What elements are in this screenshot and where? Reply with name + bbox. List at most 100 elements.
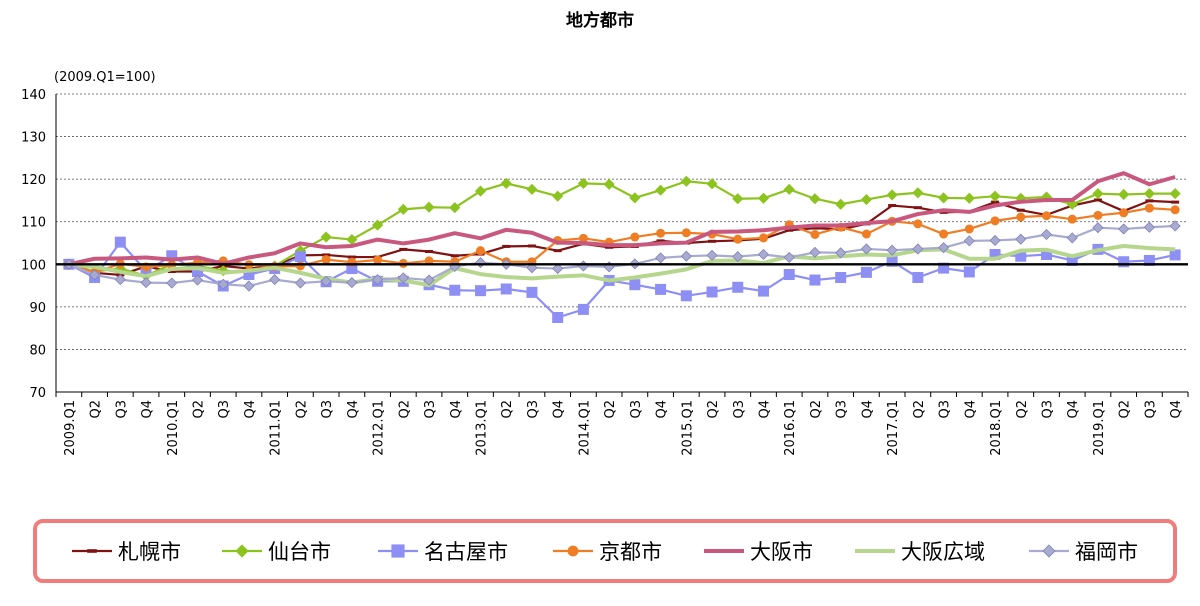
- data-point: [706, 286, 718, 298]
- data-point: [391, 544, 405, 558]
- data-point: [963, 235, 975, 247]
- data-point: [1171, 200, 1180, 204]
- legend-item: 仙台市: [222, 540, 331, 564]
- data-point: [294, 277, 306, 289]
- data-point: [235, 544, 249, 558]
- data-point: [680, 290, 692, 302]
- data-point: [860, 266, 872, 278]
- data-point: [1066, 254, 1078, 266]
- data-point: [346, 263, 358, 275]
- x-tick-label: 2014.Q1: [577, 400, 592, 456]
- y-tick-label: 100: [21, 258, 46, 273]
- data-point: [989, 190, 1001, 202]
- x-tick-label: 2012.Q1: [372, 400, 387, 456]
- data-point: [835, 198, 847, 210]
- data-point: [810, 226, 819, 230]
- y-tick-label: 140: [21, 88, 46, 103]
- data-point: [989, 248, 1001, 260]
- y-tick-label: 90: [29, 301, 46, 316]
- legend-label: 京都市: [599, 540, 662, 564]
- x-tick-label: Q3: [938, 400, 953, 419]
- x-tick-label: Q4: [552, 400, 567, 419]
- data-point: [567, 545, 579, 557]
- data-point: [1143, 188, 1155, 200]
- data-point: [1169, 249, 1181, 261]
- data-point: [295, 261, 305, 271]
- x-tick-label: Q2: [912, 400, 927, 419]
- data-point: [783, 183, 795, 195]
- data-point: [449, 202, 461, 214]
- x-tick-label: Q2: [294, 400, 309, 419]
- data-point: [1015, 233, 1027, 245]
- data-point: [243, 280, 255, 292]
- data-point: [1040, 228, 1053, 241]
- data-point: [630, 232, 640, 242]
- data-point: [425, 250, 434, 254]
- data-point: [1041, 248, 1052, 260]
- data-point: [578, 233, 588, 243]
- y-tick-label: 80: [29, 343, 46, 358]
- data-point: [217, 278, 229, 290]
- legend-item: 名古屋市: [378, 540, 508, 564]
- data-point: [732, 281, 744, 293]
- legend: 札幌市 仙台市 名古屋市 京都市 大阪市 大阪広域 福岡市: [72, 540, 1138, 564]
- data-point: [320, 231, 332, 243]
- x-tick-label: Q2: [603, 400, 618, 419]
- data-point: [166, 250, 178, 262]
- data-point: [450, 254, 459, 258]
- y-tick-label: 110: [21, 216, 46, 231]
- legend-item: 大阪広域: [855, 540, 985, 564]
- x-tick-label: Q3: [320, 400, 335, 419]
- data-point: [500, 283, 512, 295]
- x-tick-label: 2018.Q1: [989, 400, 1004, 456]
- data-point: [809, 193, 821, 205]
- data-point: [860, 243, 872, 255]
- x-tick-label: 2017.Q1: [886, 400, 901, 456]
- data-point: [167, 270, 176, 274]
- series-6: [68, 243, 1176, 288]
- data-point: [860, 194, 872, 206]
- chart-title: 地方都市: [566, 11, 634, 31]
- x-tick-label: 2019.Q1: [1092, 400, 1107, 456]
- data-point: [1118, 223, 1130, 235]
- data-point: [785, 228, 794, 232]
- data-point: [809, 246, 821, 258]
- x-tick-label: Q3: [526, 400, 541, 419]
- legend-item: 札幌市: [72, 540, 181, 564]
- y-tick-label: 70: [29, 386, 46, 401]
- series-line: [68, 171, 1176, 267]
- legend-item: 京都市: [553, 540, 662, 564]
- data-point: [294, 251, 306, 263]
- data-point: [912, 243, 924, 255]
- data-point: [1093, 198, 1102, 202]
- data-point: [1119, 208, 1129, 218]
- data-point: [732, 251, 744, 263]
- x-tick-label: Q2: [500, 400, 515, 419]
- data-point: [526, 183, 538, 195]
- data-point: [527, 244, 536, 248]
- data-point: [372, 274, 384, 286]
- x-tick-label: Q3: [114, 400, 129, 419]
- data-point: [680, 250, 692, 262]
- data-point: [991, 200, 1000, 204]
- data-point: [629, 279, 641, 291]
- data-point: [114, 236, 126, 248]
- data-point: [552, 190, 564, 202]
- data-point: [322, 253, 331, 257]
- data-point: [706, 178, 718, 190]
- data-point: [757, 248, 770, 261]
- data-point: [783, 269, 795, 281]
- data-point: [243, 269, 255, 281]
- data-point: [1144, 203, 1154, 213]
- data-point: [397, 203, 409, 215]
- data-point: [809, 274, 821, 286]
- x-tick-label: Q2: [1015, 400, 1030, 419]
- x-tick-label: Q3: [1041, 400, 1056, 419]
- data-point: [758, 285, 769, 297]
- data-point: [321, 255, 331, 265]
- x-tick-label: 2015.Q1: [680, 400, 695, 456]
- data-point: [269, 274, 281, 286]
- unit-note: (2009.Q1=100): [54, 70, 156, 85]
- data-point: [320, 275, 332, 287]
- data-point: [423, 201, 435, 213]
